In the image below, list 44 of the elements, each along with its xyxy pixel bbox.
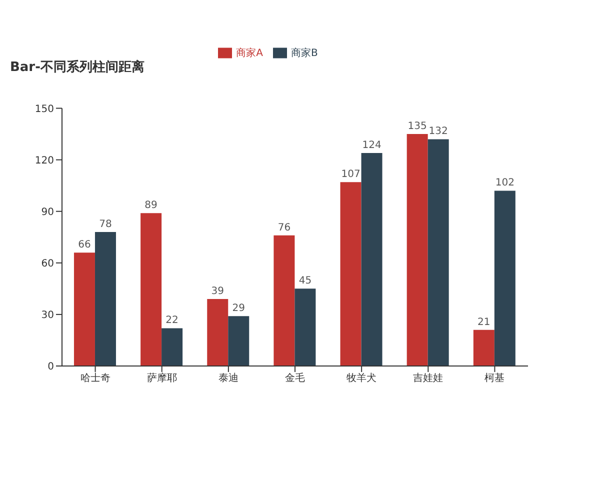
bar: [162, 328, 183, 366]
bar: [361, 152, 382, 366]
x-tick-label: 萨摩耶: [146, 372, 177, 384]
data-label: 89: [144, 200, 158, 212]
y-tick-label: 120: [34, 155, 54, 166]
bar: [406, 134, 428, 366]
bar: [207, 298, 228, 366]
bar: [74, 252, 95, 366]
bar: [140, 213, 162, 366]
y-tick-label: 150: [34, 104, 54, 115]
bar: [340, 182, 362, 366]
x-tick-label: 金毛: [285, 372, 305, 384]
data-label: 76: [278, 222, 291, 234]
data-label: 124: [362, 140, 382, 151]
chart-title: Bar-不同系列柱间距离: [10, 58, 144, 76]
data-label: 22: [166, 315, 178, 326]
y-tick-label: 30: [41, 310, 54, 322]
x-tick-label: 泰迪: [218, 372, 238, 384]
x-tick-label: 吉娃娃: [413, 372, 444, 384]
x-tick-label: 牧羊犬: [346, 372, 377, 384]
legend-label: 商家A: [236, 48, 263, 59]
data-label: 29: [232, 303, 245, 314]
y-tick-label: 90: [41, 206, 54, 218]
data-label: 78: [99, 218, 112, 230]
data-label: 66: [78, 240, 91, 251]
bar: [494, 190, 516, 366]
x-tick-label: 柯基: [484, 372, 505, 384]
bar: [428, 139, 449, 366]
data-label: 132: [428, 126, 448, 138]
bar: [274, 235, 295, 366]
data-label: 21: [478, 316, 490, 328]
legend-label: 商家B: [290, 48, 318, 59]
data-label: 45: [298, 276, 312, 287]
data-label: 39: [211, 286, 224, 297]
bar: [473, 330, 494, 366]
data-label: 102: [495, 178, 514, 189]
y-tick-label: 60: [41, 258, 54, 270]
data-label: 135: [408, 121, 427, 132]
bar: [294, 288, 316, 366]
bar: [94, 232, 116, 366]
x-tick-label: 哈士奇: [80, 372, 110, 384]
y-tick-label: 0: [48, 362, 54, 373]
bar: [228, 316, 250, 366]
data-label: 107: [341, 169, 360, 180]
